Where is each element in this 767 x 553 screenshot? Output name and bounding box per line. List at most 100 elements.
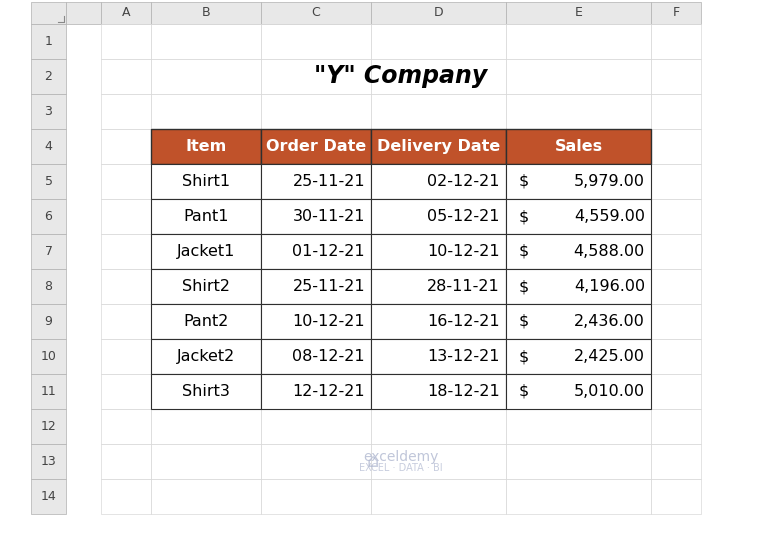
- Bar: [261, 269, 371, 304]
- Bar: [506, 234, 651, 269]
- Bar: [261, 234, 371, 269]
- Bar: [506, 304, 651, 339]
- Bar: [101, 94, 151, 129]
- Bar: [506, 339, 651, 374]
- Bar: [31, 94, 66, 129]
- Bar: [371, 2, 506, 24]
- Text: ⌂: ⌂: [367, 452, 379, 471]
- Bar: [31, 199, 66, 234]
- Bar: [151, 199, 261, 234]
- Text: 02-12-21: 02-12-21: [427, 174, 500, 189]
- Bar: [651, 339, 701, 374]
- Bar: [151, 2, 261, 24]
- Text: $: $: [518, 349, 529, 364]
- Bar: [151, 269, 261, 304]
- Bar: [151, 304, 261, 339]
- Bar: [261, 409, 371, 444]
- Text: 11: 11: [41, 385, 57, 398]
- Text: B: B: [202, 7, 210, 19]
- Bar: [261, 339, 371, 374]
- Text: A: A: [122, 7, 130, 19]
- Bar: [101, 444, 151, 479]
- Bar: [101, 164, 151, 199]
- Text: 01-12-21: 01-12-21: [292, 244, 365, 259]
- Bar: [651, 269, 701, 304]
- Text: 5: 5: [44, 175, 52, 188]
- Bar: [506, 59, 651, 94]
- Text: $: $: [518, 279, 529, 294]
- Text: C: C: [311, 7, 321, 19]
- Bar: [371, 94, 506, 129]
- Bar: [151, 199, 261, 234]
- Bar: [31, 339, 66, 374]
- Bar: [651, 164, 701, 199]
- Bar: [151, 164, 261, 199]
- Bar: [31, 59, 66, 94]
- Bar: [101, 339, 151, 374]
- Text: 30-11-21: 30-11-21: [292, 209, 365, 224]
- Bar: [651, 304, 701, 339]
- Bar: [371, 409, 506, 444]
- Bar: [261, 164, 371, 199]
- Text: 4,588.00: 4,588.00: [574, 244, 645, 259]
- Text: $: $: [518, 174, 529, 189]
- Text: 9: 9: [44, 315, 52, 328]
- Bar: [31, 479, 66, 514]
- Text: E: E: [574, 7, 582, 19]
- Text: 4,559.00: 4,559.00: [574, 209, 645, 224]
- Bar: [651, 374, 701, 409]
- Bar: [261, 199, 371, 234]
- Bar: [31, 409, 66, 444]
- Bar: [151, 374, 261, 409]
- Bar: [261, 129, 371, 164]
- Text: 2,436.00: 2,436.00: [574, 314, 645, 329]
- Bar: [151, 479, 261, 514]
- Bar: [261, 374, 371, 409]
- Bar: [506, 2, 651, 24]
- Bar: [506, 304, 651, 339]
- Text: 7: 7: [44, 245, 52, 258]
- Bar: [371, 339, 506, 374]
- Text: 5,010.00: 5,010.00: [574, 384, 645, 399]
- Bar: [651, 94, 701, 129]
- Text: 1: 1: [44, 35, 52, 48]
- Text: 8: 8: [44, 280, 52, 293]
- Bar: [371, 234, 506, 269]
- Text: exceldemy: exceldemy: [364, 450, 439, 465]
- Bar: [151, 234, 261, 269]
- Text: Shirt3: Shirt3: [182, 384, 230, 399]
- Bar: [506, 164, 651, 199]
- Text: 3: 3: [44, 105, 52, 118]
- Bar: [261, 2, 371, 24]
- Text: 13-12-21: 13-12-21: [427, 349, 500, 364]
- Bar: [261, 479, 371, 514]
- Text: 13: 13: [41, 455, 57, 468]
- Bar: [31, 374, 66, 409]
- Bar: [151, 129, 261, 164]
- Bar: [151, 409, 261, 444]
- Text: 10-12-21: 10-12-21: [427, 244, 500, 259]
- Bar: [371, 269, 506, 304]
- Bar: [506, 164, 651, 199]
- Text: 4,196.00: 4,196.00: [574, 279, 645, 294]
- Bar: [31, 24, 66, 59]
- Text: 28-11-21: 28-11-21: [427, 279, 500, 294]
- Bar: [261, 374, 371, 409]
- Text: 25-11-21: 25-11-21: [292, 174, 365, 189]
- Bar: [506, 409, 651, 444]
- Bar: [261, 94, 371, 129]
- Bar: [371, 164, 506, 199]
- Bar: [651, 409, 701, 444]
- Bar: [371, 164, 506, 199]
- Text: Shirt2: Shirt2: [182, 279, 230, 294]
- Text: $: $: [518, 384, 529, 399]
- Bar: [371, 199, 506, 234]
- Bar: [506, 339, 651, 374]
- Text: 4: 4: [44, 140, 52, 153]
- Text: Pant2: Pant2: [183, 314, 229, 329]
- Text: Jacket2: Jacket2: [177, 349, 235, 364]
- Bar: [261, 199, 371, 234]
- Bar: [651, 444, 701, 479]
- Bar: [31, 2, 66, 24]
- Bar: [101, 199, 151, 234]
